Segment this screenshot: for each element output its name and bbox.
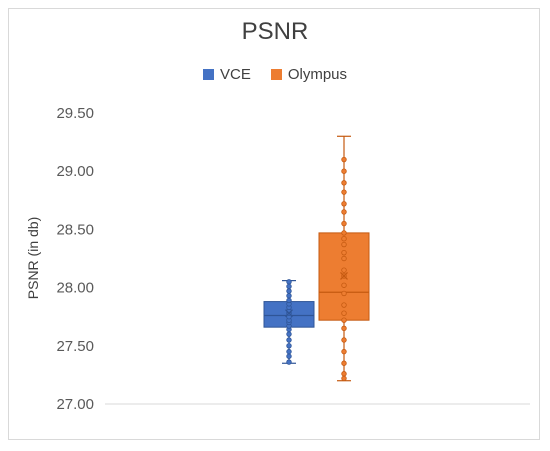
olympus-data-point: [341, 230, 347, 236]
olympus-data-point: [341, 201, 347, 207]
olympus-data-point: [341, 220, 347, 227]
y-tick-label: 29.00: [56, 163, 94, 180]
vce-data-point: [286, 337, 292, 343]
chart-title: PSNR: [241, 18, 309, 45]
y-tick-label: 28.00: [56, 280, 94, 297]
olympus-data-point: [341, 302, 347, 308]
olympus-data-point: [341, 189, 347, 195]
olympus-data-point: [341, 241, 347, 248]
olympus-data-point: [341, 282, 347, 288]
legend: VCE Olympus: [0, 66, 550, 83]
olympus-data-point: [341, 375, 347, 382]
olympus-data-point: [341, 310, 347, 316]
legend-item-vce: VCE: [202, 66, 251, 83]
y-tick-label: 27.50: [56, 338, 94, 355]
olympus-data-point: [341, 236, 347, 242]
olympus-data-point: [341, 348, 347, 355]
vce-data-point: [286, 353, 292, 359]
olympus-data-point: [341, 209, 347, 215]
legend-label-olympus: Olympus: [287, 66, 348, 83]
legend-swatch-vce: [202, 69, 214, 80]
olympus-mean-marker: [340, 272, 348, 280]
olympus-data-point: [341, 337, 347, 343]
chart-frame: [8, 8, 540, 440]
legend-label-vce: VCE: [219, 66, 251, 83]
y-tick-label: 28.50: [56, 221, 94, 238]
olympus-data-point: [341, 317, 347, 323]
vce-data-point: [286, 348, 292, 355]
olympus-data-point: [341, 267, 347, 273]
y-tick-label: 29.50: [56, 105, 94, 122]
vce-data-point: [286, 288, 292, 294]
vce-data-point: [286, 279, 292, 285]
olympus-data-point: [341, 180, 347, 186]
olympus-data-point: [341, 168, 347, 174]
vce-mean-marker: [285, 309, 293, 318]
olympus-data-point: [341, 255, 347, 262]
y-tick-label: 27.00: [56, 396, 94, 413]
olympus-data-point: [341, 156, 347, 163]
olympus-data-point: [341, 371, 347, 377]
vce-data-point: [286, 359, 292, 365]
vce-data-point: [286, 331, 292, 337]
vce-data-point: [286, 283, 292, 290]
vce-data-point: [286, 297, 292, 304]
vce-data-point: [286, 293, 292, 299]
vce-data-point: [286, 343, 292, 349]
olympus-data-point: [341, 360, 347, 366]
olympus-data-point: [341, 249, 347, 256]
olympus-data-point: [341, 325, 347, 332]
legend-swatch-olympus: [270, 69, 282, 80]
olympus-data-point: [341, 290, 347, 297]
legend-item-olympus: Olympus: [270, 66, 348, 83]
